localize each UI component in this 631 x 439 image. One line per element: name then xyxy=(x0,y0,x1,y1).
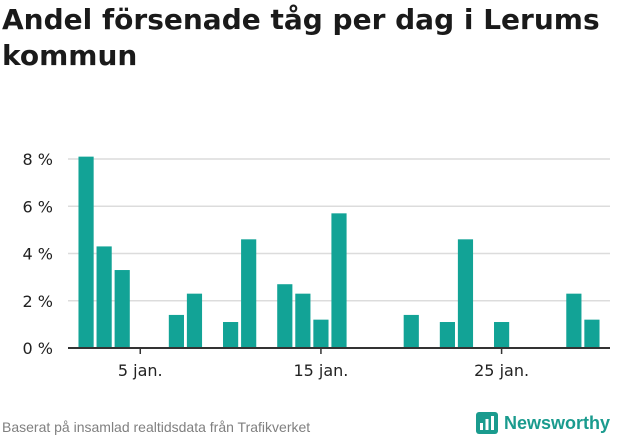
bar[interactable] xyxy=(241,239,257,348)
x-tick-label: 25 jan. xyxy=(474,361,529,380)
bar[interactable] xyxy=(114,270,130,348)
bar[interactable] xyxy=(403,314,419,348)
chart-title: Andel försenade tåg per dag i Lerums kom… xyxy=(2,3,600,72)
bar[interactable] xyxy=(566,293,582,348)
y-tick-label: 4 % xyxy=(23,245,53,264)
bar[interactable] xyxy=(331,213,347,348)
newsworthy-logo-icon xyxy=(476,412,498,434)
x-tick-label: 5 jan. xyxy=(118,361,163,380)
source-note: Baserat på insamlad realtidsdata från Tr… xyxy=(2,419,311,435)
bar[interactable] xyxy=(439,322,455,348)
bar[interactable] xyxy=(96,246,112,348)
bar[interactable] xyxy=(494,322,510,348)
bar[interactable] xyxy=(295,293,311,348)
brand-name: Newsworthy xyxy=(504,412,611,433)
bar[interactable] xyxy=(223,322,239,348)
bar[interactable] xyxy=(168,314,184,348)
axes xyxy=(68,347,610,354)
bar[interactable] xyxy=(277,284,293,348)
bar[interactable] xyxy=(584,319,600,348)
brand-logo[interactable]: Newsworthy xyxy=(476,408,610,438)
bar[interactable] xyxy=(313,319,329,348)
x-tick-label: 15 jan. xyxy=(293,361,348,380)
y-tick-label: 8 % xyxy=(23,150,53,169)
bar-series xyxy=(78,156,600,348)
bar[interactable] xyxy=(78,156,94,348)
bar[interactable] xyxy=(186,293,203,348)
bar[interactable] xyxy=(457,239,474,348)
y-tick-label: 2 % xyxy=(23,292,53,311)
y-tick-label: 6 % xyxy=(23,197,53,216)
y-tick-label: 0 % xyxy=(23,339,53,358)
y-tick-labels: 0 % 2 % 4 % 6 % 8 % xyxy=(23,150,53,358)
x-tick-labels: 5 jan. 15 jan. 25 jan. xyxy=(118,361,529,380)
